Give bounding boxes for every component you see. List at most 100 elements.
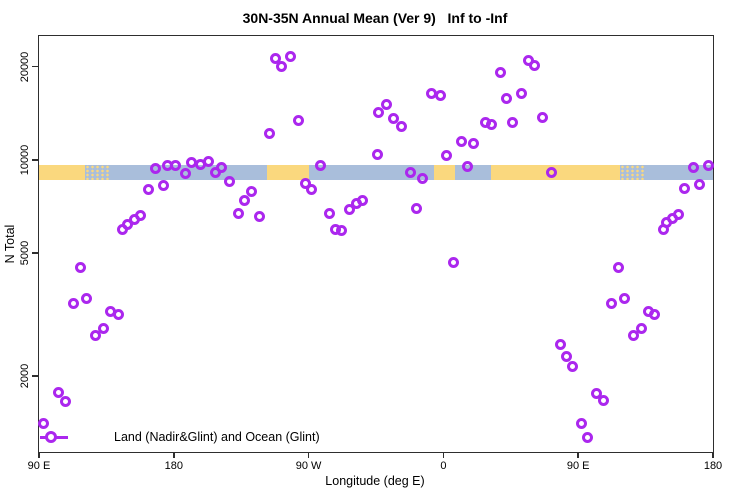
data-point	[461, 161, 473, 173]
legend-point-marker	[45, 431, 57, 443]
data-point	[157, 179, 169, 191]
data-point	[635, 323, 647, 335]
data-point	[285, 51, 297, 63]
data-point	[380, 98, 392, 110]
data-point	[180, 168, 192, 180]
x-axis-tick	[712, 452, 714, 458]
data-point	[613, 261, 625, 273]
data-point	[529, 60, 541, 72]
map-band-mixed-segment	[620, 164, 646, 181]
data-point	[395, 120, 407, 132]
data-point	[694, 178, 706, 190]
y-axis-tick	[32, 252, 38, 254]
data-point	[410, 202, 422, 214]
data-point	[216, 162, 228, 174]
data-point	[97, 323, 109, 335]
data-point	[324, 207, 336, 219]
data-point	[598, 394, 610, 406]
data-point	[357, 194, 369, 206]
data-point	[292, 115, 304, 127]
data-point	[485, 119, 497, 131]
data-point	[404, 167, 416, 179]
map-band-land-segment	[39, 164, 86, 181]
plot-area: 90 E 180 90 W 0 90 E 180 20000 10000 5000 2000	[19, 35, 722, 472]
data-point	[416, 172, 428, 184]
data-point	[52, 386, 64, 398]
data-point	[440, 150, 452, 162]
data-point	[253, 210, 265, 222]
x-axis-tick-label: 90 W	[295, 460, 322, 472]
data-point	[455, 136, 467, 148]
data-point	[300, 177, 312, 189]
data-point	[169, 160, 181, 172]
data-point	[536, 111, 548, 123]
data-point	[336, 224, 348, 236]
data-point	[628, 329, 640, 341]
x-axis-tick-label: 180	[703, 460, 723, 472]
data-point	[117, 223, 129, 235]
data-point	[494, 67, 506, 79]
data-point	[554, 339, 566, 351]
data-point	[232, 207, 244, 219]
data-point	[306, 184, 318, 196]
data-point	[605, 298, 617, 310]
x-axis-tick	[173, 452, 175, 458]
data-point	[81, 293, 93, 305]
data-point	[343, 203, 355, 215]
x-axis-title: Longitude (deg E)	[325, 474, 425, 488]
data-point	[575, 418, 587, 430]
legend-label: Land (Nadir&Glint) and Ocean (Glint)	[114, 430, 320, 444]
data-point	[67, 298, 79, 310]
data-point	[649, 308, 661, 320]
x-axis-tick-label: 90 E	[566, 460, 590, 472]
x-axis-tick	[38, 452, 40, 458]
data-point	[688, 162, 700, 174]
x-axis-tick	[442, 452, 445, 458]
data-point	[506, 116, 518, 128]
data-point	[523, 54, 535, 66]
data-point	[38, 418, 49, 430]
y-axis-tick	[32, 375, 38, 377]
y-axis-tick-label: 2000	[19, 363, 31, 389]
data-point	[264, 128, 276, 140]
y-axis-title: N Total	[3, 224, 17, 264]
x-axis-tick-label: 0	[440, 460, 447, 472]
data-point	[515, 88, 527, 100]
x-axis-tick-label: 180	[164, 460, 183, 472]
data-point	[315, 159, 327, 171]
y-axis-tick	[32, 159, 38, 161]
data-point	[619, 293, 631, 305]
data-point	[202, 156, 214, 168]
data-point	[238, 195, 250, 207]
data-point	[581, 431, 593, 443]
data-point	[448, 256, 460, 268]
map-band-ocean-segment	[455, 164, 492, 181]
data-point	[270, 53, 282, 65]
x-axis-tick-label: 90 E	[27, 460, 51, 472]
data-point	[276, 61, 288, 73]
data-point	[679, 183, 691, 195]
data-point	[673, 208, 685, 220]
map-band-ocean-segment	[308, 164, 435, 181]
y-axis-tick-label: 10000	[19, 144, 31, 176]
x-axis-tick	[577, 452, 579, 458]
data-point	[388, 113, 400, 125]
x-axis-tick	[307, 452, 310, 458]
data-point	[246, 186, 258, 198]
data-point	[75, 262, 87, 274]
data-point	[90, 329, 102, 341]
map-band-land-segment	[266, 164, 309, 181]
data-point	[545, 167, 557, 179]
data-point	[500, 93, 512, 105]
data-point	[371, 148, 383, 160]
y-axis-tick-label: 20000	[19, 51, 31, 82]
data-point	[467, 138, 479, 150]
data-point	[150, 163, 162, 175]
data-point	[434, 89, 446, 101]
y-axis-tick	[32, 65, 38, 68]
data-point	[590, 387, 602, 399]
data-point	[60, 395, 72, 407]
data-point	[373, 107, 385, 119]
map-band-land-segment	[434, 164, 456, 181]
